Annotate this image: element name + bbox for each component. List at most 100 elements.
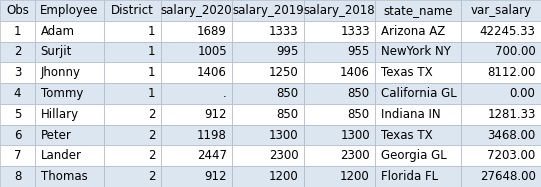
Bar [104, 104, 161, 125]
Bar [35, 104, 104, 125]
Bar [35, 145, 104, 166]
Text: 2: 2 [148, 108, 156, 121]
Text: 1250: 1250 [269, 66, 299, 79]
Bar [375, 21, 461, 42]
Text: 3: 3 [14, 66, 21, 79]
Text: 995: 995 [276, 45, 299, 59]
Bar [375, 125, 461, 145]
Bar [304, 83, 375, 104]
Text: 1300: 1300 [340, 128, 370, 142]
Text: 7203.00: 7203.00 [487, 149, 536, 162]
Bar [104, 62, 161, 83]
Text: Lander: Lander [41, 149, 82, 162]
Bar [0, 21, 35, 42]
Text: 850: 850 [348, 108, 370, 121]
Text: 27648.00: 27648.00 [480, 170, 536, 183]
Bar [0, 145, 35, 166]
Text: Obs: Obs [6, 4, 29, 17]
Text: 2: 2 [148, 149, 156, 162]
Bar [35, 125, 104, 145]
Bar [104, 166, 161, 187]
Text: 8112.00: 8112.00 [487, 66, 536, 79]
Bar [0, 166, 35, 187]
Bar [35, 166, 104, 187]
Text: 1: 1 [148, 66, 156, 79]
Text: 912: 912 [204, 170, 227, 183]
Bar [375, 62, 461, 83]
Text: .: . [223, 87, 227, 100]
Bar [304, 21, 375, 42]
Text: salary_2018: salary_2018 [304, 4, 375, 17]
Bar [104, 83, 161, 104]
Text: 912: 912 [204, 108, 227, 121]
Bar [161, 42, 233, 62]
Text: Georgia GL: Georgia GL [381, 149, 446, 162]
Bar [104, 21, 161, 42]
Bar [304, 0, 375, 21]
Bar [0, 62, 35, 83]
Bar [0, 104, 35, 125]
Text: 1333: 1333 [340, 25, 370, 38]
Bar [461, 145, 541, 166]
Bar [375, 42, 461, 62]
Bar [461, 0, 541, 21]
Bar [104, 42, 161, 62]
Text: 2: 2 [148, 128, 156, 142]
Bar [104, 0, 161, 21]
Text: California GL: California GL [381, 87, 457, 100]
Text: Texas TX: Texas TX [381, 66, 432, 79]
Bar [161, 145, 233, 166]
Text: salary_2019: salary_2019 [232, 4, 304, 17]
Bar [35, 62, 104, 83]
Bar [461, 104, 541, 125]
Text: 2300: 2300 [269, 149, 299, 162]
Text: 1333: 1333 [269, 25, 299, 38]
Text: state_name: state_name [384, 4, 453, 17]
Bar [461, 83, 541, 104]
Bar [461, 166, 541, 187]
Text: District: District [111, 4, 154, 17]
Text: Adam: Adam [41, 25, 75, 38]
Text: Texas TX: Texas TX [381, 128, 432, 142]
Text: Employee: Employee [41, 4, 98, 17]
Text: Jhonny: Jhonny [41, 66, 81, 79]
Bar [233, 0, 304, 21]
Text: 2: 2 [14, 45, 22, 59]
Text: 850: 850 [276, 108, 299, 121]
Bar [304, 145, 375, 166]
Text: 1: 1 [14, 25, 22, 38]
Text: 955: 955 [348, 45, 370, 59]
Text: Thomas: Thomas [41, 170, 88, 183]
Text: 2300: 2300 [340, 149, 370, 162]
Bar [375, 166, 461, 187]
Bar [35, 42, 104, 62]
Text: 1: 1 [148, 25, 156, 38]
Bar [233, 83, 304, 104]
Bar [0, 83, 35, 104]
Text: 2: 2 [148, 170, 156, 183]
Text: 700.00: 700.00 [495, 45, 536, 59]
Bar [161, 83, 233, 104]
Text: var_salary: var_salary [471, 4, 532, 17]
Bar [233, 125, 304, 145]
Text: Tommy: Tommy [41, 87, 83, 100]
Bar [233, 42, 304, 62]
Text: 3468.00: 3468.00 [487, 128, 536, 142]
Bar [161, 62, 233, 83]
Text: Surjit: Surjit [41, 45, 72, 59]
Text: 8: 8 [14, 170, 21, 183]
Text: 1200: 1200 [269, 170, 299, 183]
Text: Indiana IN: Indiana IN [381, 108, 440, 121]
Text: 2447: 2447 [197, 149, 227, 162]
Text: NewYork NY: NewYork NY [381, 45, 451, 59]
Bar [104, 125, 161, 145]
Text: 5: 5 [14, 108, 21, 121]
Bar [304, 62, 375, 83]
Bar [304, 42, 375, 62]
Text: Peter: Peter [41, 128, 71, 142]
Bar [0, 125, 35, 145]
Bar [233, 62, 304, 83]
Text: Arizona AZ: Arizona AZ [381, 25, 445, 38]
Text: 850: 850 [276, 87, 299, 100]
Text: 1406: 1406 [340, 66, 370, 79]
